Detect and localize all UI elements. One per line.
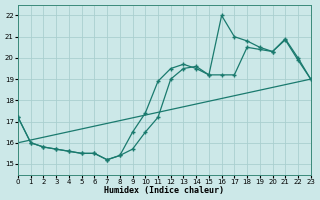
X-axis label: Humidex (Indice chaleur): Humidex (Indice chaleur)	[104, 186, 224, 195]
